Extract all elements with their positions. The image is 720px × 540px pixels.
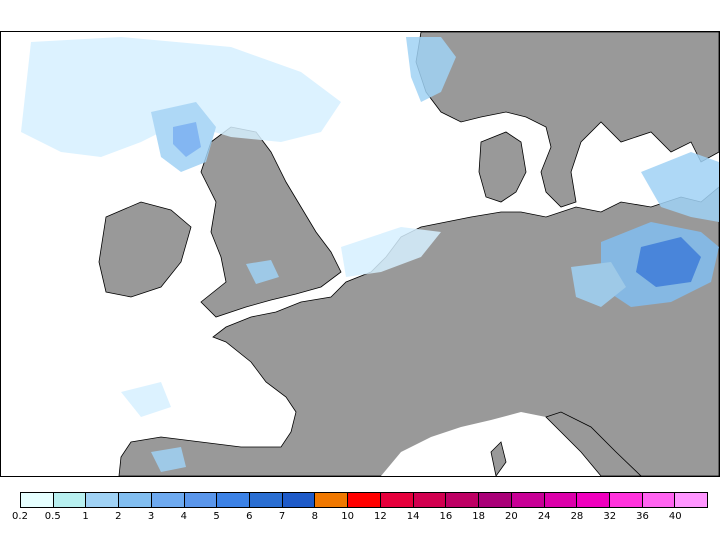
land-continent: [118, 186, 719, 476]
precip-patch-north-sea: [21, 37, 341, 157]
legend-tick-label: 4: [180, 511, 187, 522]
land-great-britain: [200, 126, 342, 318]
legend-tick-label: 36: [636, 511, 649, 522]
precip-patch-wales: [246, 260, 279, 284]
legend-tick-label: 12: [374, 511, 387, 522]
precip-patch-poland-core: [636, 237, 701, 287]
legend-swatch: [53, 493, 87, 507]
legend-tick-label: 0.2: [12, 511, 28, 522]
precip-patch-czech: [571, 262, 626, 307]
legend-swatch: [511, 493, 545, 507]
legend-tick-label: 40: [668, 511, 682, 522]
legend-swatch: [282, 493, 316, 507]
legend-tick-label: 32: [603, 511, 617, 522]
precip-patch-baltic: [641, 152, 719, 222]
precip-patch-channel: [341, 227, 441, 277]
legend-tick-label: 18: [472, 511, 486, 522]
legend-swatch: [250, 493, 283, 507]
legend-tick-label: 5: [213, 511, 220, 522]
legend-swatch: [21, 493, 54, 507]
precip-patch-norway: [406, 37, 456, 102]
land-scandinavia: [415, 32, 719, 208]
legend-swatch: [544, 493, 578, 507]
legend-tick-label: 3: [147, 511, 155, 522]
color-scale-bar: [20, 492, 708, 508]
legend-swatch: [446, 493, 480, 507]
legend-tick-label: 14: [406, 511, 420, 522]
precip-patch-biscay: [121, 382, 171, 417]
land-corsica: [490, 441, 507, 476]
precip-patch-spain: [151, 447, 186, 472]
legend-swatch: [119, 493, 152, 507]
legend-swatch: [380, 493, 414, 507]
legend-tick-label: 16: [439, 511, 453, 522]
land-italy: [545, 411, 642, 476]
legend-swatch: [348, 493, 381, 507]
legend-tick-label: 6: [246, 511, 253, 522]
map-canvas: [21, 32, 719, 476]
legend-swatch: [315, 493, 349, 507]
legend-tick-label: 7: [278, 511, 286, 522]
legend-tick-label: 0.5: [44, 511, 61, 522]
legend-tick-label: 2: [115, 511, 122, 522]
legend-swatch: [479, 493, 512, 507]
legend-tick-label: 10: [341, 511, 354, 522]
legend-swatch: [151, 493, 185, 507]
legend-swatch: [577, 493, 610, 507]
legend-swatch: [217, 493, 251, 507]
legend-swatch: [413, 493, 447, 507]
legend-swatch: [609, 493, 643, 507]
precip-patch-scotland-core: [173, 122, 201, 157]
legend-swatch: [642, 493, 676, 507]
color-scale-labels: 0.2 0.5 1 2 3 4 5 6 7 8 10 12 14 16 18 20 24 28 32 36 40: [0, 511, 720, 527]
legend-tick-label: 1: [82, 511, 89, 522]
land-denmark: [478, 131, 527, 203]
legend-tick-label: 8: [311, 511, 319, 522]
legend-swatch: [86, 493, 120, 507]
precip-layer: [21, 37, 719, 472]
legend-tick-label: 28: [570, 511, 584, 522]
legend-swatch: [675, 493, 708, 507]
land-ireland: [98, 201, 192, 298]
precipitation-map: [0, 31, 720, 477]
legend-tick-label: 24: [537, 511, 551, 522]
legend-swatch: [184, 493, 218, 507]
legend-tick-label: 20: [505, 511, 518, 522]
